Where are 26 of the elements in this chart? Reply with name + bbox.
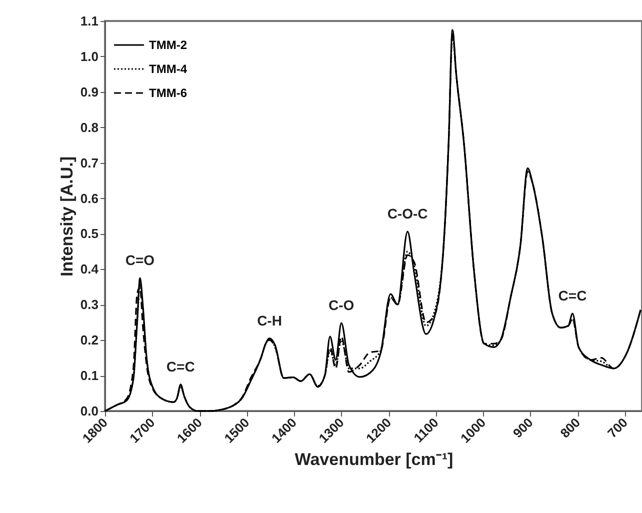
y-tick-label: 0.6: [80, 190, 98, 206]
annotation: C-H: [257, 312, 282, 328]
y-tick-label: 0.4: [80, 262, 100, 277]
annotation: C-O: [328, 297, 354, 314]
y-tick-label: 1.1: [80, 14, 98, 28]
y-tick-label: 1.0: [80, 48, 98, 64]
legend-label: TMM-6: [149, 86, 188, 100]
annotation: C=O: [125, 252, 155, 268]
x-tick-label: 900: [510, 414, 536, 441]
legend-label: TMM-4: [149, 62, 188, 76]
y-tick-label: 0.2: [80, 332, 98, 348]
legend-label: TMM-2: [149, 38, 188, 52]
x-tick-label: 700: [604, 414, 630, 441]
annotation: C=C: [558, 288, 587, 304]
y-tick-label: 0.0: [80, 404, 98, 418]
y-tick-label: 0.9: [80, 84, 98, 100]
y-tick-label: 0.5: [80, 226, 98, 242]
y-tick-label: 0.3: [80, 297, 98, 312]
y-tick-label: 0.8: [80, 120, 98, 135]
annotation: C=C: [166, 358, 195, 374]
x-axis-title: Wavenumber [cm⁻¹]: [294, 450, 454, 469]
y-tick-label: 0.1: [80, 368, 98, 384]
annotation: C-O-C: [387, 206, 428, 222]
x-tick-label: 800: [557, 414, 584, 441]
y-tick-label: 0.7: [80, 155, 98, 170]
y-axis-title: Intensity [A.U.]: [57, 156, 76, 276]
